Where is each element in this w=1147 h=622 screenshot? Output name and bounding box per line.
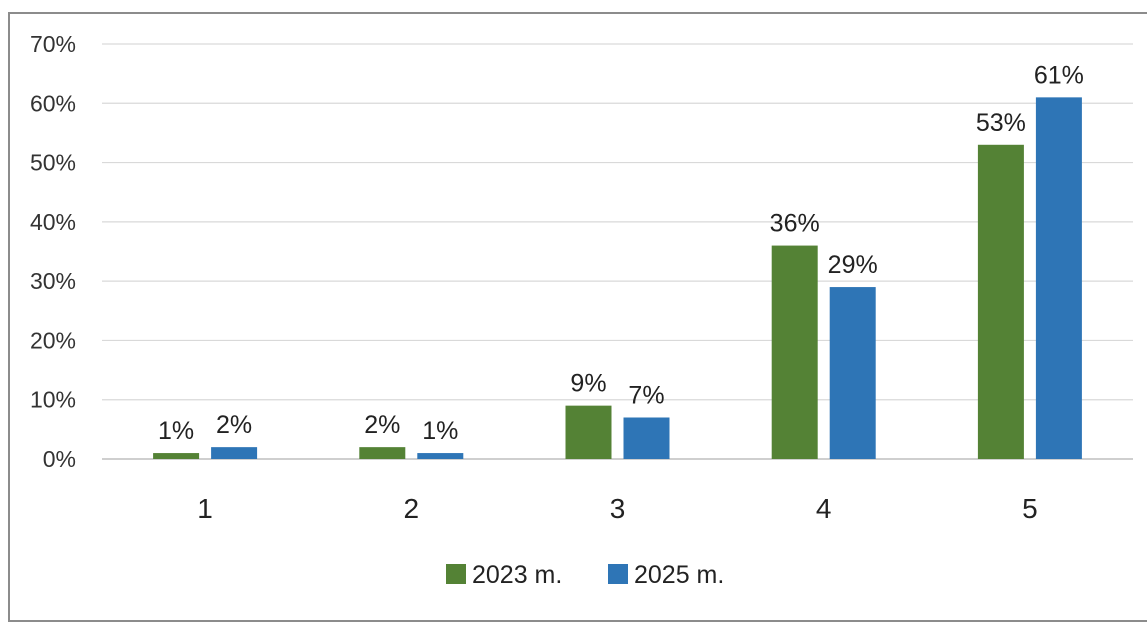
bar-2025-m--2	[417, 453, 464, 459]
bar-2025-m--3	[623, 417, 670, 459]
data-labels: 1% 2% 2% 1% 9% 7% 36% 29% 53% 61%	[158, 61, 1084, 445]
bar-2025-m--5	[1035, 97, 1082, 459]
gridlines	[102, 43, 1133, 460]
y-tick-label: 40%	[30, 209, 76, 235]
data-label: 2%	[216, 411, 252, 439]
data-label: 53%	[976, 109, 1026, 137]
bars	[153, 97, 1082, 460]
x-tick-label: 5	[1022, 493, 1038, 524]
chart-frame	[8, 12, 1147, 622]
bar-2025-m--4	[829, 287, 876, 459]
legend: 2023 m. 2025 m.	[446, 561, 724, 589]
bar-2025-m--1	[211, 447, 258, 459]
y-tick-label: 50%	[30, 150, 76, 176]
data-label: 1%	[422, 417, 458, 445]
x-tick-label: 1	[197, 493, 213, 524]
x-axis: 1 2 3 4 5	[197, 493, 1037, 524]
x-tick-label: 3	[610, 493, 626, 524]
bar-2023-m--1	[153, 453, 200, 459]
bar-2023-m--2	[359, 447, 406, 459]
y-tick-label: 30%	[30, 268, 76, 294]
data-label: 29%	[828, 251, 878, 279]
legend-swatch	[446, 564, 466, 584]
y-tick-label: 70%	[30, 31, 76, 57]
data-label: 1%	[158, 417, 194, 445]
data-label: 36%	[770, 210, 820, 238]
bar-2023-m--3	[565, 405, 612, 459]
x-tick-label: 2	[404, 493, 420, 524]
y-axis: 0% 10% 20% 30% 40% 50% 60% 70%	[30, 31, 76, 472]
bar-2023-m--4	[771, 245, 818, 459]
x-tick-label: 4	[816, 493, 832, 524]
data-label: 7%	[628, 382, 664, 410]
y-tick-label: 10%	[30, 387, 76, 413]
y-tick-label: 20%	[30, 327, 76, 353]
y-tick-label: 60%	[30, 90, 76, 116]
bar-2023-m--5	[977, 144, 1024, 460]
legend-label: 2023 m.	[472, 561, 562, 589]
data-label: 9%	[570, 370, 606, 398]
legend-label: 2025 m.	[634, 561, 724, 589]
data-label: 2%	[364, 411, 400, 439]
data-label: 61%	[1034, 61, 1084, 89]
y-tick-label: 0%	[43, 446, 76, 472]
legend-swatch	[608, 564, 628, 584]
